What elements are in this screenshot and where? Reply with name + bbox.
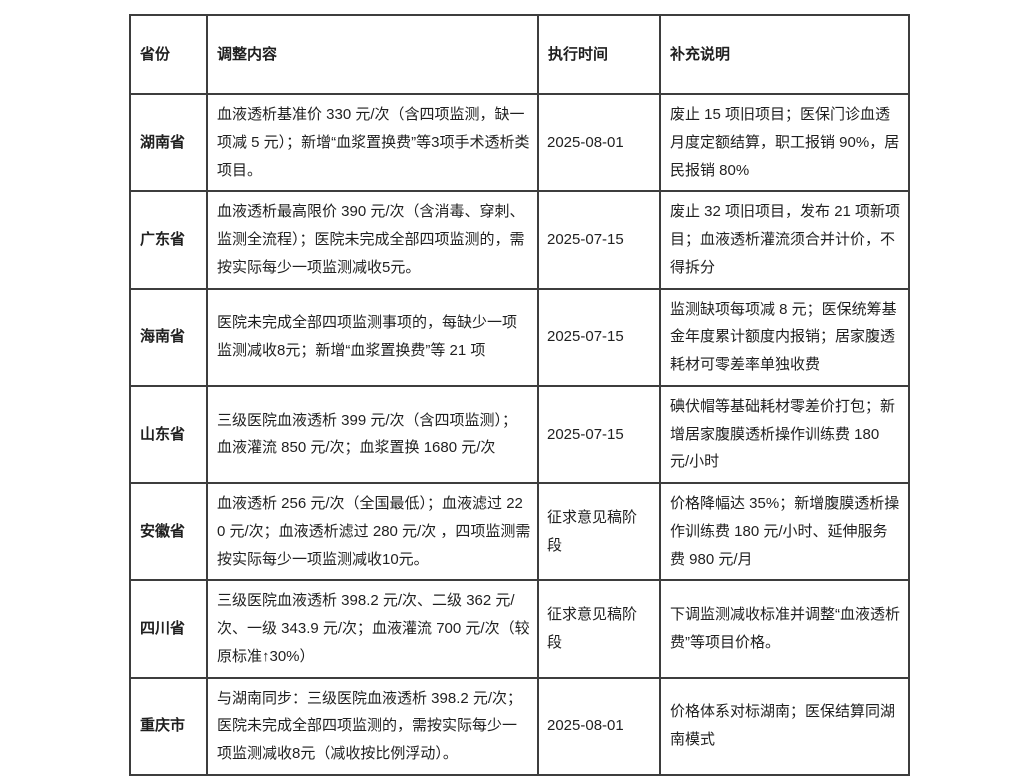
- cell-time: 2025-08-01: [537, 92, 661, 193]
- cell-province: 海南省: [129, 287, 208, 387]
- table-header-row: 省份 调整内容 执行时间 补充说明: [129, 14, 910, 95]
- cell-time: 2025-07-15: [537, 190, 661, 290]
- cell-content: 三级医院血液透析 399 元/次（含四项监测）；血液灌流 850 元/次；血浆置…: [206, 384, 539, 485]
- cell-content: 血液透析基准价 330 元/次（含四项监测，缺一项减 5 元）；新增“血浆置换费…: [206, 92, 539, 193]
- cell-province: 安徽省: [129, 481, 208, 582]
- table-row: 山东省 三级医院血液透析 399 元/次（含四项监测）；血液灌流 850 元/次…: [129, 384, 910, 485]
- cell-time: 2025-08-01: [537, 676, 661, 776]
- cell-time: 2025-07-15: [537, 384, 661, 485]
- header-cell-time: 执行时间: [537, 14, 661, 95]
- cell-notes: 废止 32 项旧项目，发布 21 项新项目；血液透析灌流须合并计价，不得拆分: [659, 190, 910, 290]
- cell-province: 广东省: [129, 190, 208, 290]
- cell-time: 征求意见稿阶段: [537, 481, 661, 582]
- cell-province: 重庆市: [129, 676, 208, 776]
- cell-notes: 废止 15 项旧项目；医保门诊血透月度定额结算，职工报销 90%，居民报销 80…: [659, 92, 910, 193]
- header-cell-province: 省份: [129, 14, 208, 95]
- table-row: 湖南省 血液透析基准价 330 元/次（含四项监测，缺一项减 5 元）；新增“血…: [129, 92, 910, 193]
- cell-content: 血液透析最高限价 390 元/次（含消毒、穿刺、监测全流程）；医院未完成全部四项…: [206, 190, 539, 290]
- cell-time: 征求意见稿阶段: [537, 579, 661, 679]
- cell-content: 医院未完成全部四项监测事项的，每缺少一项监测减收8元；新增“血浆置换费”等 21…: [206, 287, 539, 387]
- table-row: 安徽省 血液透析 256 元/次（全国最低）；血液滤过 220 元/次；血液透析…: [129, 481, 910, 582]
- table-row: 重庆市 与湖南同步：三级医院血液透析 398.2 元/次；医院未完成全部四项监测…: [129, 676, 910, 776]
- cell-notes: 下调监测减收标准并调整“血液透析费”等项目价格。: [659, 579, 910, 679]
- cell-province: 山东省: [129, 384, 208, 485]
- cell-notes: 价格降幅达 35%；新增腹膜透析操作训练费 180 元/小时、延伸服务费 980…: [659, 481, 910, 582]
- table-row: 海南省 医院未完成全部四项监测事项的，每缺少一项监测减收8元；新增“血浆置换费”…: [129, 287, 910, 387]
- page: 省份 调整内容 执行时间 补充说明 湖南省 血液透析基准价 330 元/次（含四…: [129, 14, 910, 776]
- header-cell-content: 调整内容: [206, 14, 539, 95]
- cell-notes: 监测缺项每项减 8 元；医保统筹基金年度累计额度内报销；居家腹透耗材可零差率单独…: [659, 287, 910, 387]
- table-row: 广东省 血液透析最高限价 390 元/次（含消毒、穿刺、监测全流程）；医院未完成…: [129, 190, 910, 290]
- cell-notes: 碘伏帽等基础耗材零差价打包；新增居家腹膜透析操作训练费 180 元/小时: [659, 384, 910, 485]
- cell-province: 湖南省: [129, 92, 208, 193]
- cell-content: 血液透析 256 元/次（全国最低）；血液滤过 220 元/次；血液透析滤过 2…: [206, 481, 539, 582]
- cell-notes: 价格体系对标湖南；医保结算同湖南模式: [659, 676, 910, 776]
- cell-time: 2025-07-15: [537, 287, 661, 387]
- cell-content: 三级医院血液透析 398.2 元/次、二级 362 元/次、一级 343.9 元…: [206, 579, 539, 679]
- table-row: 四川省 三级医院血液透析 398.2 元/次、二级 362 元/次、一级 343…: [129, 579, 910, 679]
- province-adjustment-table: 省份 调整内容 执行时间 补充说明 湖南省 血液透析基准价 330 元/次（含四…: [129, 14, 910, 776]
- cell-province: 四川省: [129, 579, 208, 679]
- cell-content: 与湖南同步：三级医院血液透析 398.2 元/次；医院未完成全部四项监测的，需按…: [206, 676, 539, 776]
- header-cell-notes: 补充说明: [659, 14, 910, 95]
